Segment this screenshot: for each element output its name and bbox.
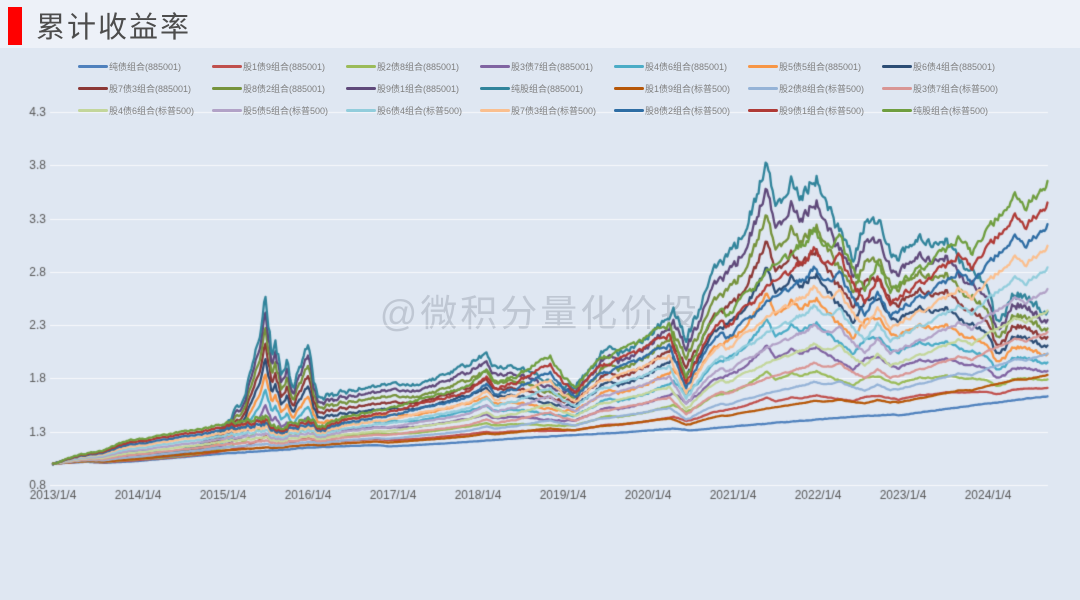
legend-line-swatch [614, 86, 644, 90]
legend-item[interactable]: 纯股组合(885001) [480, 77, 614, 99]
legend-line-swatch [614, 64, 644, 68]
legend-item[interactable]: 股8债2组合(885001) [212, 77, 346, 99]
legend-item[interactable]: 股9债1组合(885001) [346, 77, 480, 99]
legend-item[interactable]: 纯股组合(标普500) [882, 99, 1016, 121]
legend-label: 股8债2组合(885001) [243, 83, 326, 94]
legend-label: 股4债6组合(标普500) [109, 105, 195, 116]
legend-line-swatch [480, 64, 510, 68]
legend-line-swatch [748, 86, 778, 90]
legend-item[interactable]: 股5债5组合(885001) [748, 55, 882, 77]
legend-line-swatch [748, 108, 778, 112]
title-bar: 累计收益率 [0, 0, 1080, 48]
legend-item[interactable]: 股7债3组合(885001) [78, 77, 212, 99]
legend-label: 股2债8组合(标普500) [779, 83, 865, 94]
page-title: 累计收益率 [36, 10, 192, 44]
legend-line-swatch [346, 64, 376, 68]
legend-line-swatch [614, 108, 644, 112]
legend-item[interactable]: 股2债8组合(885001) [346, 55, 480, 77]
title-accent-bar [8, 7, 22, 45]
legend-line-swatch [212, 64, 242, 68]
legend-label: 纯债组合(885001) [109, 61, 182, 72]
legend-item[interactable]: 股4债6组合(标普500) [78, 99, 212, 121]
legend-label: 纯股组合(标普500) [913, 105, 989, 116]
legend-label: 股7债3组合(885001) [109, 83, 192, 94]
legend-item[interactable]: 纯债组合(885001) [78, 55, 212, 77]
legend-item[interactable]: 股7债3组合(标普500) [480, 99, 614, 121]
legend-label: 股9债1组合(885001) [377, 83, 460, 94]
chart-legend: 纯债组合(885001) 股1债9组合(885001) 股2债8组合(885001)… [78, 55, 1022, 121]
legend-item[interactable]: 股6债4组合(885001) [882, 55, 1016, 77]
legend-label: 股5债5组合(885001) [779, 61, 862, 72]
legend-line-swatch [748, 64, 778, 68]
legend-line-swatch [346, 86, 376, 90]
legend-label: 股1债9组合(标普500) [645, 83, 731, 94]
legend-label: 股8债2组合(标普500) [645, 105, 731, 116]
legend-item[interactable]: 股4债6组合(885001) [614, 55, 748, 77]
legend-label: 股4债6组合(885001) [645, 61, 728, 72]
legend-label: 股6债4组合(885001) [913, 61, 996, 72]
legend-line-swatch [212, 108, 242, 112]
legend-label: 股6债4组合(标普500) [377, 105, 463, 116]
legend-line-swatch [882, 64, 912, 68]
legend-label: 纯股组合(885001) [511, 83, 584, 94]
legend-item[interactable]: 股9债1组合(标普500) [748, 99, 882, 121]
legend-line-swatch [212, 86, 242, 90]
legend-item[interactable]: 股3债7组合(标普500) [882, 77, 1016, 99]
legend-label: 股9债1组合(标普500) [779, 105, 865, 116]
legend-item[interactable]: 股8债2组合(标普500) [614, 99, 748, 121]
legend-label: 股3债7组合(885001) [511, 61, 594, 72]
legend-line-swatch [78, 86, 108, 90]
legend-item[interactable]: 股3债7组合(885001) [480, 55, 614, 77]
legend-line-swatch [882, 108, 912, 112]
legend-label: 股7债3组合(标普500) [511, 105, 597, 116]
legend-item[interactable]: 股1债9组合(885001) [212, 55, 346, 77]
legend-label: 股3债7组合(标普500) [913, 83, 999, 94]
legend-item[interactable]: 股1债9组合(标普500) [614, 77, 748, 99]
legend-line-swatch [480, 86, 510, 90]
legend-line-swatch [882, 86, 912, 90]
legend-line-swatch [78, 108, 108, 112]
legend-line-swatch [346, 108, 376, 112]
legend-item[interactable]: 股5债5组合(标普500) [212, 99, 346, 121]
legend-item[interactable]: 股2债8组合(标普500) [748, 77, 882, 99]
legend-label: 股1债9组合(885001) [243, 61, 326, 72]
legend-label: 股5债5组合(标普500) [243, 105, 329, 116]
legend-label: 股2债8组合(885001) [377, 61, 460, 72]
legend-line-swatch [78, 64, 108, 68]
legend-item[interactable]: 股6债4组合(标普500) [346, 99, 480, 121]
legend-line-swatch [480, 108, 510, 112]
